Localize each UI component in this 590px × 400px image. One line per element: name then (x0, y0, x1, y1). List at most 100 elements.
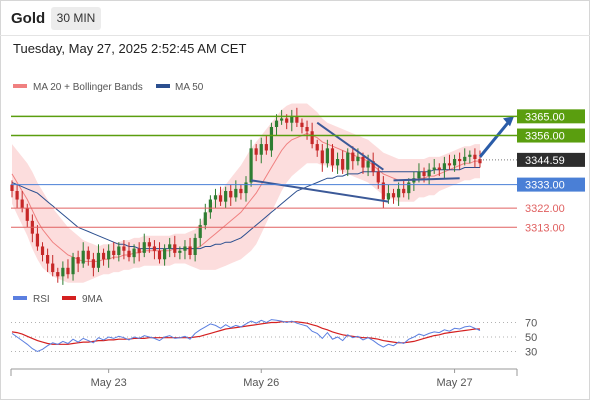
candle-body (132, 248, 136, 258)
candle-body (463, 156, 467, 162)
candle-body (152, 246, 157, 251)
candle-body (193, 237, 197, 255)
rsi-legend-label: RSI (33, 294, 50, 305)
candle-body (371, 161, 375, 172)
candle-body (203, 212, 207, 226)
level-label-3356.00: 3356.00 (525, 131, 565, 143)
trendline-2 (250, 179, 389, 203)
candle-body (300, 122, 304, 127)
candle-body (259, 144, 263, 155)
timeframe-button[interactable]: 30 MIN (51, 7, 101, 30)
candle-body (417, 171, 421, 179)
rsi-ma-line (11, 321, 480, 345)
level-tag-pointer (517, 180, 521, 189)
candle-body (473, 154, 477, 159)
candle-body (234, 188, 238, 198)
x-axis: May 23 May 26 May 27 (10, 369, 518, 389)
ma20-legend-swatch (13, 84, 27, 88)
level-label-3322.00: 3322.00 (525, 203, 565, 215)
ma50-legend-swatch (156, 84, 170, 88)
instrument-title: Gold (11, 10, 46, 27)
candle-body (432, 167, 436, 170)
candle-body (101, 252, 106, 260)
candle-body (71, 257, 75, 275)
level-tag-pointer (517, 112, 521, 121)
candle-body (127, 250, 131, 258)
candle-body (452, 159, 457, 166)
candle-body (198, 225, 202, 238)
candle-body (147, 242, 151, 247)
x-tick-label: May 27 (437, 377, 473, 389)
candle-body (25, 208, 29, 221)
candle-body (397, 188, 401, 198)
candle-body (229, 191, 233, 198)
x-tick-label: May 23 (91, 377, 127, 389)
level-tag-3356.00 (517, 128, 585, 143)
candle-body (442, 163, 446, 170)
candle-body (178, 250, 182, 253)
rsi-ma-legend-label: 9MA (82, 294, 103, 305)
rsi-line (11, 319, 481, 353)
ma20-legend-label: MA 20 + Bollinger Bands (33, 82, 143, 93)
level-tag-3333.00 (517, 177, 585, 192)
candle-body (168, 244, 172, 249)
candle-body (86, 250, 90, 260)
candle-body (117, 246, 121, 255)
candle-body (402, 188, 406, 194)
candle-body (427, 169, 431, 177)
candle-body (295, 116, 299, 123)
candle-body (56, 272, 60, 277)
price-levels: 3365.00 3356.00 3344.59 3333.00 3322.00 3313.… (11, 109, 585, 234)
candle-body (218, 195, 223, 202)
candle-body (76, 257, 80, 264)
candle-body (96, 252, 101, 268)
candle-body (381, 182, 385, 200)
candle-body (310, 131, 314, 145)
level-label-3313.00: 3313.00 (525, 222, 565, 234)
level-tag-3344.59 (517, 152, 585, 167)
timestamp: Tuesday, May 27, 2025 2:52:45 AM CET (13, 41, 247, 56)
candle-body (122, 246, 126, 251)
candle-body (188, 246, 192, 255)
candle-body (285, 118, 289, 123)
candle-body (224, 191, 228, 202)
level-label-3365.00: 3365.00 (525, 111, 565, 123)
candle-body (315, 144, 319, 151)
candle-body (249, 148, 253, 183)
candle-body (290, 116, 294, 123)
rsi-tick-50: 50 (525, 332, 537, 344)
candle-body (183, 246, 187, 251)
level-label-3333.00: 3333.00 (525, 180, 565, 192)
x-tick-label: May 26 (243, 377, 279, 389)
candle-body (163, 248, 167, 260)
ma50-line (11, 167, 480, 250)
forecast-arrow-head (503, 116, 514, 127)
rsi-plot: 70 50 30 (11, 318, 537, 359)
candle-body (305, 127, 309, 132)
candle-body (244, 182, 248, 194)
candle-body (254, 148, 258, 155)
header-bar: Gold 30 MIN (0, 0, 590, 36)
candle-body (137, 248, 141, 253)
trendline-3 (393, 177, 460, 182)
rsi-legend-swatch (13, 296, 27, 300)
ma50-legend-label: MA 50 (175, 82, 204, 93)
candle-body (325, 148, 329, 164)
level-label-3344.59: 3344.59 (525, 155, 565, 167)
candle-body (107, 250, 111, 260)
candle-body (142, 242, 146, 253)
candle-body (346, 152, 350, 170)
candle-body (386, 193, 391, 200)
price-legend: MA 20 + Bollinger Bands MA 50 (13, 82, 204, 93)
candle-body (361, 156, 365, 168)
candle-body (356, 156, 360, 162)
candle-body (208, 199, 212, 213)
candle-body (10, 184, 14, 191)
candle-body (280, 118, 284, 121)
candle-body (341, 159, 345, 170)
candle-body (51, 263, 55, 273)
rsi-ma-legend-swatch (62, 296, 76, 300)
level-tag-pointer (517, 131, 521, 140)
candle-body (447, 163, 452, 166)
